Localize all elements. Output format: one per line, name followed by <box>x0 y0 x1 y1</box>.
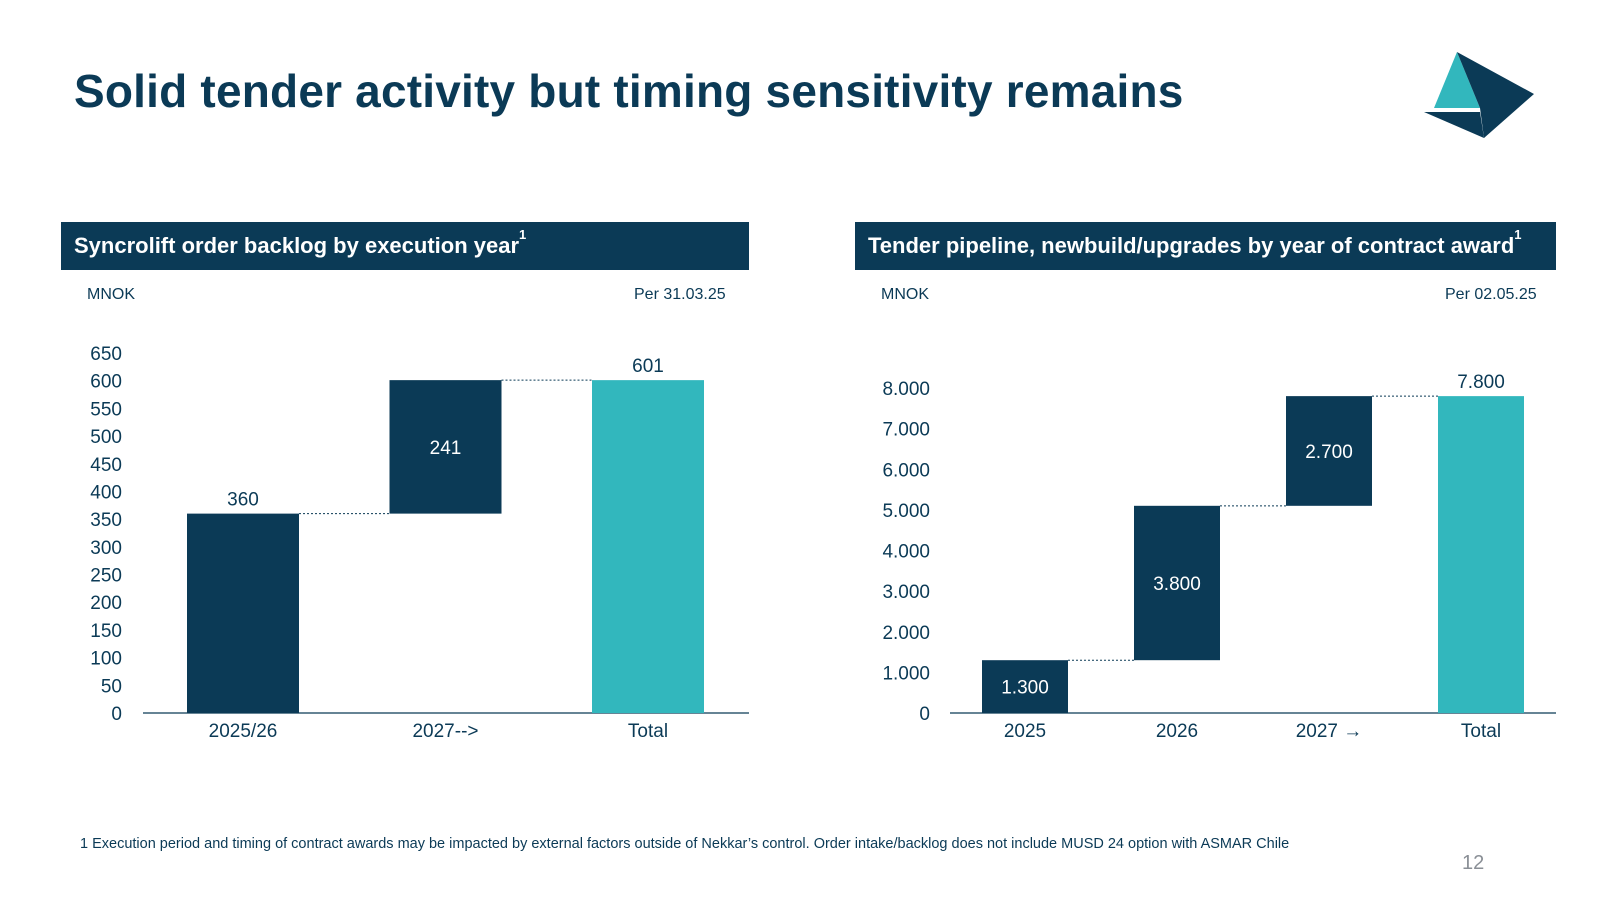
backlog-bar <box>389 380 502 514</box>
left-panel-header-text: Syncrolift order backlog by execution ye… <box>74 233 520 258</box>
backlog-category-label: 2027--> <box>412 721 478 742</box>
backlog-ytick-label: 550 <box>90 399 122 420</box>
left-as-of-date: Per 31.03.25 <box>634 286 726 303</box>
backlog-data-label: 241 <box>430 438 462 459</box>
pipeline-category-label: Total <box>1461 721 1501 742</box>
left-panel-header-footnote-ref: 1 <box>519 227 527 242</box>
backlog-data-label: 360 <box>227 490 259 511</box>
pipeline-category-label: 2026 <box>1156 721 1198 742</box>
pipeline-ytick-label: 1.000 <box>882 663 930 684</box>
pipeline-data-label: 3.800 <box>1153 574 1201 595</box>
pipeline-ytick-label: 5.000 <box>882 501 930 522</box>
pipeline-bar <box>1134 505 1220 661</box>
right-panel-header-footnote-ref: 1 <box>1514 227 1522 242</box>
backlog-ytick-label: 600 <box>90 372 122 393</box>
backlog-ytick-label: 650 <box>90 344 122 365</box>
backlog-ytick-label: 400 <box>90 482 122 503</box>
backlog-category-label: 2025/26 <box>209 721 278 742</box>
backlog-waterfall-chart: 0 50 100 150 200 250 300 350 400 450 500 550 600 650 3… <box>90 344 749 742</box>
backlog-ytick-label: 450 <box>90 455 122 476</box>
right-panel-header-text: Tender pipeline, newbuild/upgrades by ye… <box>868 233 1515 258</box>
right-as-of-date: Per 02.05.25 <box>1445 286 1537 303</box>
pipeline-category-label: 2025 <box>1004 721 1046 742</box>
pipeline-data-label: 7.800 <box>1457 372 1505 393</box>
backlog-data-label: 601 <box>632 356 664 377</box>
pipeline-bar <box>982 660 1068 713</box>
slide-title: Solid tender activity but timing sensiti… <box>74 65 1184 117</box>
tender-pipeline-waterfall-chart: 0 1.000 2.000 3.000 4.000 5.000 6.000 7.000 8.00… <box>882 372 1556 742</box>
left-unit-label: MNOK <box>87 286 135 303</box>
footnote: 1 Execution period and timing of contrac… <box>80 836 1290 852</box>
right-unit-label: MNOK <box>881 286 929 303</box>
left-panel-header: Syncrolift order backlog by execution ye… <box>61 222 749 270</box>
backlog-ytick-label: 0 <box>111 704 122 725</box>
backlog-ytick-label: 100 <box>90 649 122 670</box>
backlog-ytick-label: 350 <box>90 510 122 531</box>
pipeline-bar <box>1438 396 1524 713</box>
backlog-ytick-label: 150 <box>90 621 122 642</box>
pipeline-data-label: 2.700 <box>1305 442 1353 463</box>
pipeline-category-label: 2027 → <box>1296 721 1363 742</box>
page-number: 12 <box>1462 852 1485 874</box>
company-logo <box>1424 52 1534 138</box>
pipeline-bar <box>1286 396 1372 506</box>
pipeline-ytick-label: 6.000 <box>882 460 930 481</box>
backlog-ytick-label: 250 <box>90 566 122 587</box>
pipeline-ytick-label: 4.000 <box>882 542 930 563</box>
pipeline-ytick-label: 8.000 <box>882 379 930 400</box>
backlog-bar <box>592 380 704 713</box>
pipeline-ytick-label: 7.000 <box>882 420 930 441</box>
backlog-ytick-label: 300 <box>90 538 122 559</box>
pipeline-ytick-label: 0 <box>919 704 930 725</box>
backlog-ytick-label: 500 <box>90 427 122 448</box>
pipeline-data-label: 1.300 <box>1001 678 1049 699</box>
backlog-ytick-label: 50 <box>101 676 122 697</box>
pipeline-ytick-label: 3.000 <box>882 582 930 603</box>
right-panel-header: Tender pipeline, newbuild/upgrades by ye… <box>855 222 1556 270</box>
backlog-bar <box>187 513 299 713</box>
pipeline-ytick-label: 2.000 <box>882 623 930 644</box>
backlog-ytick-label: 200 <box>90 593 122 614</box>
backlog-category-label: Total <box>628 721 668 742</box>
